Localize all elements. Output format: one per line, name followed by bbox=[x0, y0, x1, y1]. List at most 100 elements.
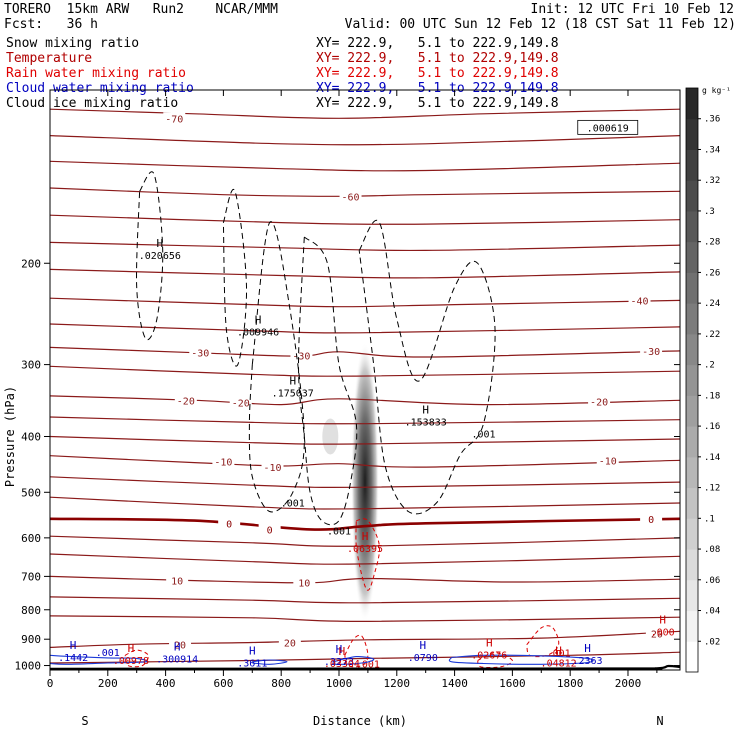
colorbar-tick-label: .04 bbox=[704, 607, 720, 617]
isotherm-label-bg bbox=[174, 394, 197, 406]
high-marker: H bbox=[249, 644, 256, 657]
high-marker: H bbox=[362, 530, 369, 543]
isotherm-line bbox=[50, 395, 680, 406]
isotherm-label-bg bbox=[258, 523, 281, 535]
isotherm-label: -30 bbox=[292, 351, 310, 362]
isotherm-label: 0 bbox=[648, 515, 654, 526]
colorbar-cell bbox=[686, 364, 698, 396]
colorbar-tick-label: .02 bbox=[704, 637, 720, 647]
high-marker: H bbox=[336, 643, 343, 656]
rain-contour-label: .001 bbox=[547, 649, 571, 660]
snow-max-shading bbox=[351, 342, 379, 623]
south-label: S bbox=[81, 714, 88, 728]
cloud-ice-contour bbox=[248, 221, 305, 513]
field-label: Cloud water mixing ratio bbox=[6, 81, 194, 96]
x-tick-label: 0 bbox=[47, 677, 54, 690]
colorbar-tick-label: .14 bbox=[704, 453, 720, 463]
colorbar-cell bbox=[686, 579, 698, 612]
y-tick-label: 1000 bbox=[15, 660, 42, 673]
colorbar-tick-label: .28 bbox=[704, 238, 720, 248]
extremum-value: .020656 bbox=[139, 251, 181, 262]
valid-time: Valid: 00 UTC Sun 12 Feb 12 (18 CST Sat … bbox=[344, 17, 736, 32]
colorbar-cell bbox=[686, 180, 698, 212]
isotherm-line bbox=[50, 455, 680, 468]
colorbar-unit: g kg⁻¹ bbox=[702, 86, 731, 95]
extremum-value: .04812 bbox=[541, 658, 577, 669]
colorbar-tick-label: .18 bbox=[704, 391, 720, 401]
x-axis-label: Distance (km) bbox=[313, 714, 407, 728]
field-label: Cloud ice mixing ratio bbox=[6, 96, 179, 111]
high-marker: H bbox=[584, 642, 591, 655]
colorbar-cell bbox=[686, 487, 698, 519]
isotherm-label: -20 bbox=[177, 396, 195, 407]
x-tick-label: 600 bbox=[213, 677, 233, 690]
colorbar-cell bbox=[686, 426, 698, 458]
colorbar-cell bbox=[686, 333, 698, 366]
extremum-value: .1442 bbox=[58, 653, 88, 664]
isotherm-label: -20 bbox=[232, 398, 250, 409]
isotherm-label-bg bbox=[640, 512, 663, 524]
colorbar-tick-label: .32 bbox=[704, 176, 720, 186]
isotherm-line bbox=[50, 416, 680, 425]
isotherm-label-bg bbox=[290, 349, 313, 361]
isotherm-line bbox=[50, 496, 680, 510]
ground-line bbox=[50, 664, 680, 670]
extremum-value: .175037 bbox=[272, 388, 314, 399]
isotherm-line bbox=[50, 535, 680, 547]
extremum-value: .06395 bbox=[347, 544, 383, 555]
cloud-ice-contour bbox=[358, 219, 496, 515]
isotherm-line bbox=[50, 241, 680, 252]
x-tick-label: 200 bbox=[98, 677, 118, 690]
isotherm-label: -10 bbox=[214, 457, 232, 468]
isotherm-line bbox=[50, 135, 680, 146]
colorbar-cell bbox=[686, 610, 698, 642]
isotherm-line bbox=[50, 160, 680, 172]
x-tick-label: 1000 bbox=[326, 677, 353, 690]
isotherm-label-bg bbox=[645, 627, 668, 639]
colorbar-cell bbox=[686, 395, 698, 427]
isotherm-label: -70 bbox=[165, 114, 183, 125]
colorbar-cell bbox=[686, 641, 698, 673]
rain-contour-label: .001 bbox=[356, 659, 380, 670]
field-label: Rain water mixing ratio bbox=[6, 66, 187, 81]
isotherm-label-bg bbox=[640, 344, 663, 356]
isotherm-line bbox=[50, 187, 680, 197]
high-marker: H bbox=[289, 374, 296, 387]
colorbar-cell bbox=[686, 118, 698, 150]
colorbar: .02 .04 .06 .08 .1 .12 .14 .16 .18 .2 .22 .24 .26 .28… bbox=[685, 86, 731, 673]
colorbar-cell bbox=[686, 303, 698, 335]
isotherm-label-bg bbox=[588, 395, 611, 407]
colorbar-cell bbox=[686, 549, 698, 581]
cloud-ice-contour bbox=[222, 188, 248, 367]
isotherm-label: -10 bbox=[263, 463, 281, 474]
high-marker: H bbox=[157, 237, 164, 250]
isotherm-label-bg bbox=[261, 461, 284, 473]
isotherm-line bbox=[50, 517, 680, 531]
plot-area: -70 -60 -40 -30 -30 -30 -20 -20 -20 -10 -10 -10 0 0 0 1… bbox=[50, 108, 680, 670]
high-marker: H bbox=[659, 614, 666, 627]
extremum-value: .0790 bbox=[408, 653, 438, 664]
init-time: Init: 12 UTC Fri 10 Feb 12 bbox=[530, 2, 735, 17]
colorbar-cell bbox=[686, 456, 698, 489]
field-label: Snow mixing ratio bbox=[6, 36, 140, 51]
extremum-value: .300914 bbox=[156, 654, 198, 665]
colorbar-cell bbox=[686, 518, 698, 550]
colorbar-cell bbox=[686, 88, 698, 120]
cloud-ice-contour-label: .001 bbox=[471, 430, 495, 441]
field-xy: XY= 222.9, 5.1 to 222.9,149.8 bbox=[316, 36, 559, 51]
cloud-water-contour bbox=[50, 654, 148, 665]
colorbar-frame bbox=[685, 87, 699, 673]
isotherm-label: -30 bbox=[191, 349, 209, 360]
isotherm-label: 0 bbox=[267, 525, 273, 536]
isotherm-line bbox=[50, 108, 680, 119]
extremum-value: .009946 bbox=[237, 328, 279, 339]
isotherm-label-bg bbox=[278, 636, 301, 648]
isotherm-label: -60 bbox=[342, 192, 360, 203]
isotherm-label: 20 bbox=[284, 639, 296, 650]
forecast-hour: Fcst: 36 h bbox=[4, 17, 98, 32]
isotherm-label-bg bbox=[218, 517, 241, 529]
cloud-water-contour bbox=[332, 656, 375, 665]
extremum-value: .3273 bbox=[324, 657, 354, 668]
isotherm-label: 10 bbox=[298, 579, 310, 590]
